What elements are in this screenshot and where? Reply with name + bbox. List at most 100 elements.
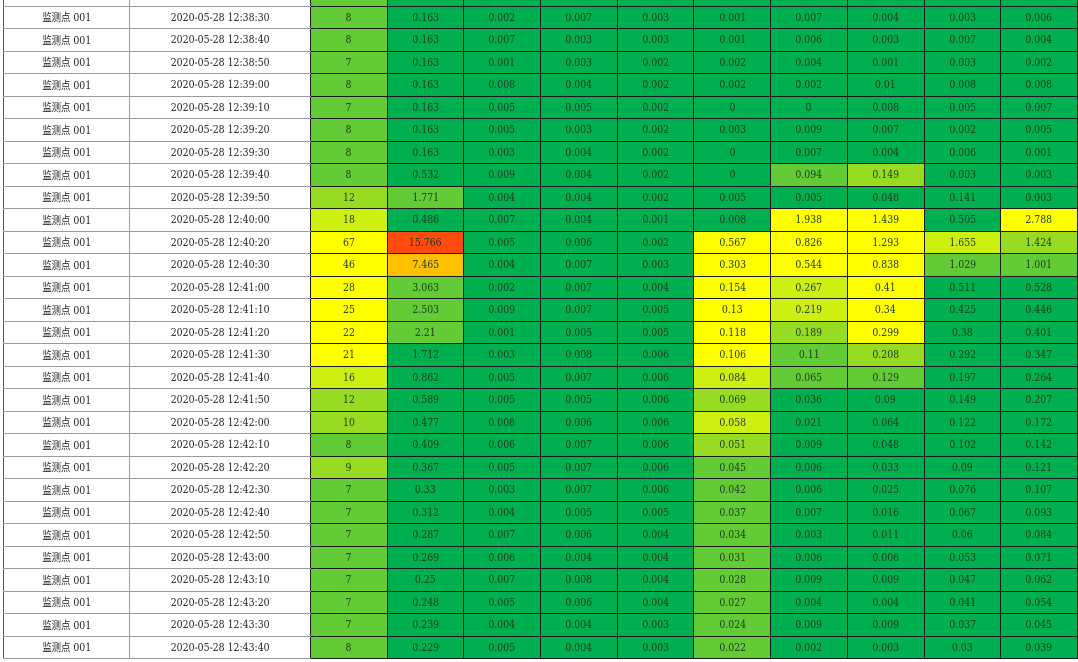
timestamp-cell[interactable]: 2020-05-28 12:38:50 xyxy=(129,50,311,74)
value-cell-col9[interactable]: 0.09 xyxy=(923,455,1002,479)
timestamp-cell[interactable]: 2020-05-28 12:41:30 xyxy=(129,343,311,367)
value-cell-col9[interactable]: 0.38 xyxy=(923,320,1002,344)
value-cell-col7[interactable]: 0.002 xyxy=(770,635,848,659)
value-cell-col4[interactable]: 0.006 xyxy=(540,230,618,254)
value-cell-col9[interactable]: 0.053 xyxy=(923,545,1002,569)
value-cell-col10[interactable]: 0.003 xyxy=(1000,185,1078,209)
value-cell-col9[interactable]: 0.067 xyxy=(923,500,1002,524)
value-cell-col2[interactable]: 0.163 xyxy=(386,73,465,97)
value-cell-col5[interactable]: 0.002 xyxy=(616,163,695,187)
value-cell-col5[interactable]: 0.005 xyxy=(616,500,695,524)
table-cell[interactable] xyxy=(463,0,542,7)
station-name-cell[interactable]: 监测点 001 xyxy=(3,230,130,254)
station-name-cell[interactable]: 监测点 001 xyxy=(3,365,130,389)
value-cell-col7[interactable]: 1.938 xyxy=(770,208,848,232)
timestamp-cell[interactable]: 2020-05-28 12:38:30 xyxy=(129,5,311,29)
value-cell-col7[interactable]: 0.006 xyxy=(770,478,848,502)
value-cell-col3[interactable]: 0.005 xyxy=(463,95,542,119)
value-cell-col3[interactable]: 0.002 xyxy=(463,5,542,29)
value-cell-col3[interactable]: 0.005 xyxy=(463,230,542,254)
timestamp-cell[interactable]: 2020-05-28 12:43:10 xyxy=(129,568,311,592)
timestamp-cell[interactable]: 2020-05-28 12:39:50 xyxy=(129,185,311,209)
value-cell-col10[interactable]: 0.107 xyxy=(1000,478,1078,502)
value-cell-col4[interactable]: 0.007 xyxy=(540,478,618,502)
value-cell-col6[interactable]: 0.567 xyxy=(693,230,772,254)
value-cell-col3[interactable]: 0.007 xyxy=(463,28,542,52)
table-cell[interactable] xyxy=(693,0,772,7)
value-cell-col3[interactable]: 0.009 xyxy=(463,298,542,322)
value-cell-col8[interactable]: 0.09 xyxy=(846,388,925,412)
timestamp-cell[interactable]: 2020-05-28 12:40:00 xyxy=(129,208,311,232)
value-cell-col1[interactable]: 7 xyxy=(310,545,388,569)
value-cell-col8[interactable]: 1.293 xyxy=(846,230,925,254)
value-cell-col1[interactable]: 7 xyxy=(310,50,388,74)
value-cell-col7[interactable]: 0.007 xyxy=(770,5,848,29)
value-cell-col1[interactable]: 12 xyxy=(310,388,388,412)
value-cell-col4[interactable]: 0.006 xyxy=(540,590,618,614)
value-cell-col6[interactable]: 0.001 xyxy=(693,28,772,52)
value-cell-col2[interactable]: 1.712 xyxy=(386,343,465,367)
value-cell-col1[interactable]: 46 xyxy=(310,253,388,277)
value-cell-col2[interactable]: 0.33 xyxy=(386,478,465,502)
value-cell-col10[interactable]: 0.401 xyxy=(1000,320,1078,344)
value-cell-col4[interactable]: 0.004 xyxy=(540,140,618,164)
value-cell-col10[interactable]: 0.005 xyxy=(1000,118,1078,142)
value-cell-col2[interactable]: 1.771 xyxy=(386,185,465,209)
value-cell-col7[interactable]: 0.006 xyxy=(770,455,848,479)
value-cell-col4[interactable]: 0.007 xyxy=(540,365,618,389)
value-cell-col2[interactable]: 0.163 xyxy=(386,28,465,52)
value-cell-col9[interactable]: 0.003 xyxy=(923,50,1002,74)
value-cell-col7[interactable]: 0.267 xyxy=(770,275,848,299)
value-cell-col2[interactable]: 2.21 xyxy=(386,320,465,344)
value-cell-col5[interactable]: 0.006 xyxy=(616,410,695,434)
timestamp-cell[interactable]: 2020-05-28 12:41:00 xyxy=(129,275,311,299)
value-cell-col7[interactable]: 0.005 xyxy=(770,185,848,209)
value-cell-col3[interactable]: 0.006 xyxy=(463,433,542,457)
timestamp-cell[interactable]: 2020-05-28 12:42:50 xyxy=(129,523,311,547)
value-cell-col5[interactable]: 0.004 xyxy=(616,545,695,569)
station-name-cell[interactable]: 监测点 001 xyxy=(3,50,130,74)
value-cell-col4[interactable]: 0.006 xyxy=(540,523,618,547)
value-cell-col4[interactable]: 0.004 xyxy=(540,73,618,97)
station-name-cell[interactable]: 监测点 001 xyxy=(3,613,130,637)
value-cell-col10[interactable]: 0.007 xyxy=(1000,95,1078,119)
timestamp-cell[interactable]: 2020-05-28 12:41:20 xyxy=(129,320,311,344)
value-cell-col7[interactable]: 0.036 xyxy=(770,388,848,412)
value-cell-col9[interactable]: 0.505 xyxy=(923,208,1002,232)
value-cell-col4[interactable]: 0.004 xyxy=(540,545,618,569)
station-name-cell[interactable]: 监测点 001 xyxy=(3,590,130,614)
value-cell-col2[interactable]: 7.465 xyxy=(386,253,465,277)
value-cell-col10[interactable]: 0.045 xyxy=(1000,613,1078,637)
value-cell-col10[interactable]: 0.084 xyxy=(1000,523,1078,547)
station-name-cell[interactable]: 监测点 001 xyxy=(3,523,130,547)
value-cell-col2[interactable]: 0.25 xyxy=(386,568,465,592)
value-cell-col1[interactable]: 8 xyxy=(310,118,388,142)
value-cell-col8[interactable]: 0.208 xyxy=(846,343,925,367)
value-cell-col6[interactable]: 0.037 xyxy=(693,500,772,524)
station-name-cell[interactable]: 监测点 001 xyxy=(3,433,130,457)
value-cell-col4[interactable]: 0.004 xyxy=(540,208,618,232)
value-cell-col8[interactable]: 0.34 xyxy=(846,298,925,322)
value-cell-col9[interactable]: 0.002 xyxy=(923,118,1002,142)
value-cell-col2[interactable]: 15.766 xyxy=(386,230,465,254)
value-cell-col1[interactable]: 8 xyxy=(310,163,388,187)
value-cell-col8[interactable]: 0.129 xyxy=(846,365,925,389)
value-cell-col4[interactable]: 0.006 xyxy=(540,410,618,434)
value-cell-col3[interactable]: 0.001 xyxy=(463,50,542,74)
value-cell-col9[interactable]: 0.006 xyxy=(923,140,1002,164)
value-cell-col7[interactable]: 0.544 xyxy=(770,253,848,277)
value-cell-col7[interactable]: 0.006 xyxy=(770,545,848,569)
value-cell-col8[interactable]: 1.439 xyxy=(846,208,925,232)
value-cell-col1[interactable]: 7 xyxy=(310,500,388,524)
value-cell-col7[interactable]: 0.003 xyxy=(770,523,848,547)
value-cell-col1[interactable]: 7 xyxy=(310,95,388,119)
value-cell-col10[interactable]: 0.121 xyxy=(1000,455,1078,479)
value-cell-col2[interactable]: 0.589 xyxy=(386,388,465,412)
station-name-cell[interactable]: 监测点 001 xyxy=(3,635,130,659)
value-cell-col1[interactable]: 7 xyxy=(310,590,388,614)
value-cell-col8[interactable]: 0.001 xyxy=(846,50,925,74)
value-cell-col5[interactable]: 0.003 xyxy=(616,613,695,637)
timestamp-cell[interactable]: 2020-05-28 12:42:10 xyxy=(129,433,311,457)
value-cell-col5[interactable]: 0.005 xyxy=(616,320,695,344)
value-cell-col3[interactable]: 0.007 xyxy=(463,523,542,547)
